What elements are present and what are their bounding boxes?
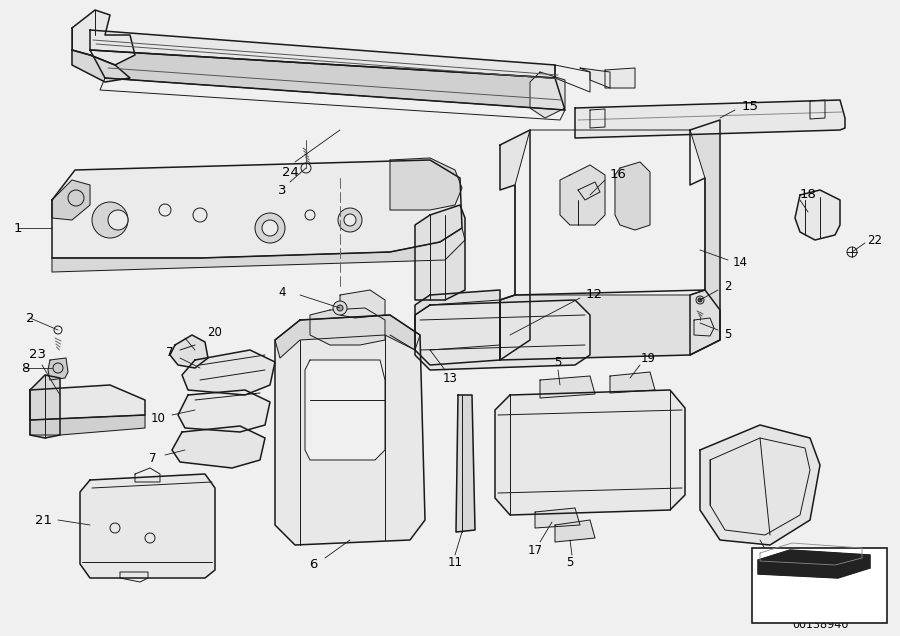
Polygon shape [700,425,820,545]
Text: 17: 17 [527,544,543,556]
Circle shape [338,208,362,232]
Polygon shape [340,290,385,318]
Text: 5: 5 [566,555,573,569]
Text: 18: 18 [799,188,816,202]
Text: 2: 2 [724,280,732,293]
Text: 00138940: 00138940 [792,620,848,630]
Polygon shape [90,30,555,78]
Polygon shape [52,228,465,272]
Polygon shape [390,158,462,210]
Polygon shape [415,290,500,365]
Polygon shape [605,68,635,88]
Text: 19: 19 [641,352,655,366]
Polygon shape [80,474,215,578]
Polygon shape [72,50,130,82]
Polygon shape [178,390,270,432]
Text: 8: 8 [21,361,29,375]
Circle shape [262,220,278,236]
Polygon shape [500,130,530,360]
Polygon shape [535,508,580,528]
Polygon shape [694,318,714,336]
Polygon shape [30,415,145,435]
Polygon shape [415,300,590,370]
Text: 7: 7 [166,347,174,359]
Polygon shape [72,10,135,65]
Polygon shape [758,550,870,578]
Text: 3: 3 [278,184,286,197]
Polygon shape [580,68,610,88]
Polygon shape [456,395,475,532]
Text: 15: 15 [742,100,759,113]
Text: 12: 12 [586,289,602,301]
Bar [752,548,887,623]
Polygon shape [690,120,720,355]
Text: 22: 22 [868,233,883,247]
Text: 16: 16 [609,169,626,181]
Polygon shape [555,520,595,542]
Text: 9: 9 [770,560,779,572]
Text: 5: 5 [554,356,562,368]
Text: 1: 1 [14,221,22,235]
Text: 23: 23 [30,349,47,361]
Polygon shape [610,372,655,393]
Text: 2: 2 [26,312,34,324]
Text: 20: 20 [208,326,222,338]
Circle shape [255,213,285,243]
Text: 10: 10 [150,411,166,424]
Text: 24: 24 [282,165,299,179]
Polygon shape [170,335,208,368]
Polygon shape [182,350,275,395]
Polygon shape [172,426,265,468]
Text: 5: 5 [724,328,732,340]
Text: 6: 6 [309,558,317,572]
Polygon shape [500,290,720,360]
Circle shape [333,301,347,315]
Text: 14: 14 [733,256,748,270]
Polygon shape [530,72,565,118]
Polygon shape [275,315,425,545]
Circle shape [92,202,128,238]
Circle shape [337,305,343,311]
Polygon shape [795,190,840,240]
Circle shape [698,298,702,302]
Text: 4: 4 [278,286,286,298]
Polygon shape [275,315,420,358]
Text: 7: 7 [149,452,157,464]
Polygon shape [515,130,705,295]
Polygon shape [310,308,385,345]
Text: 13: 13 [443,371,457,385]
Text: 21: 21 [35,513,52,527]
Polygon shape [52,160,462,258]
Circle shape [344,214,356,226]
Polygon shape [30,375,60,438]
Polygon shape [52,180,90,220]
Polygon shape [415,205,465,300]
Polygon shape [305,360,385,460]
Polygon shape [615,162,650,230]
Polygon shape [575,100,845,138]
Polygon shape [560,165,605,225]
Text: 11: 11 [447,556,463,569]
Polygon shape [495,390,685,515]
Circle shape [108,210,128,230]
Polygon shape [90,50,565,110]
Polygon shape [48,358,68,380]
Polygon shape [540,376,595,398]
Polygon shape [30,385,145,420]
